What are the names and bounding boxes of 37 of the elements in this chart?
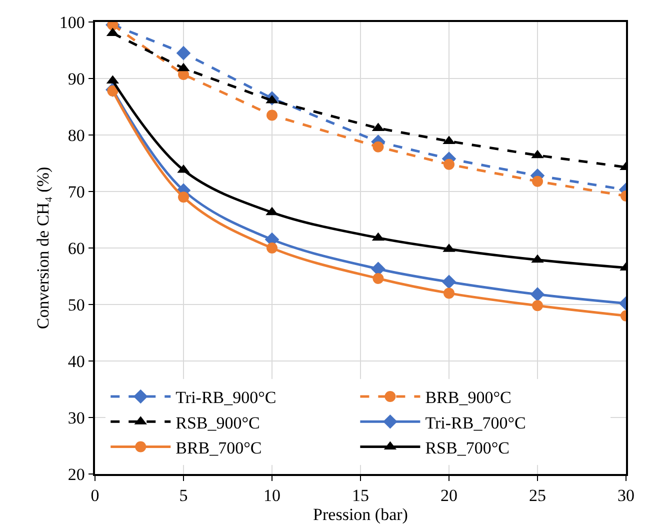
x-tick-label: 10 [264, 486, 280, 506]
point [178, 192, 189, 203]
point [444, 158, 454, 170]
y-tick-label: 60 [68, 238, 85, 258]
point [266, 110, 278, 121]
point [372, 273, 384, 284]
point [442, 274, 456, 290]
x-tick-label: 30 [618, 486, 634, 506]
y-tick-label: 100 [59, 12, 85, 32]
point [176, 46, 191, 60]
point [532, 176, 543, 187]
y-tick-label: 50 [68, 295, 85, 314]
y-axis-title: Conversion de CH₄ (%) [33, 166, 52, 330]
x-tick-label: 0 [90, 486, 100, 506]
legend-label: BRB_900°C [425, 388, 512, 408]
x-tick-label: 5 [179, 486, 188, 506]
x-tick-label: 20 [440, 486, 458, 506]
legend-label: RSB_700°C [425, 438, 510, 458]
point [532, 300, 543, 312]
legend-label: BRB_700°C [176, 438, 262, 458]
legend-label: Tri-RB_700°C [425, 413, 526, 432]
legend-label: Tri-RB_900°C [176, 388, 276, 408]
y-tick-label: 40 [68, 352, 85, 371]
point [530, 287, 545, 302]
point [266, 242, 278, 254]
point [372, 141, 384, 152]
point [444, 288, 454, 299]
x-axis-title: Pression (bar) [313, 505, 408, 524]
point [107, 85, 118, 96]
y-tick-label: 80 [68, 126, 85, 145]
x-tick-label: 15 [352, 486, 369, 506]
y-tick-label: 90 [68, 69, 85, 88]
legend-label: RSB_900°C [176, 413, 260, 432]
y-tick-label: 70 [68, 182, 85, 202]
y-tick-label: 20 [68, 464, 85, 484]
y-tick-label: 30 [68, 408, 85, 428]
x-tick-label: 25 [529, 486, 546, 506]
